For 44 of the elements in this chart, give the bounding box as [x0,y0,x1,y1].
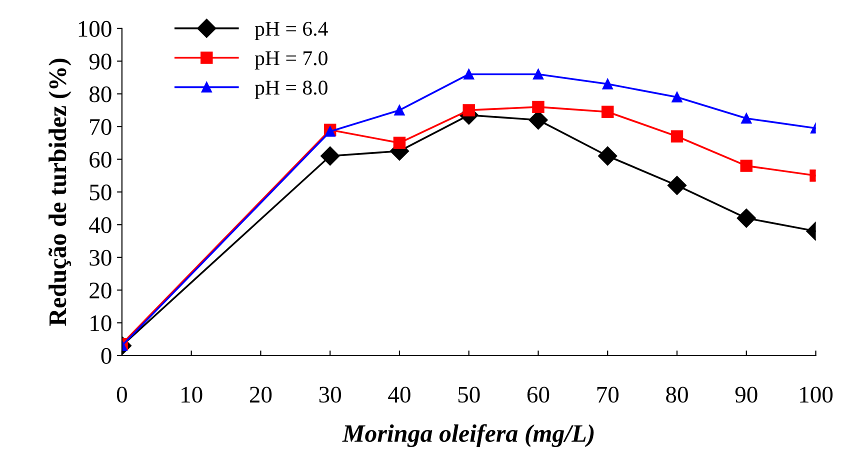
point [462,104,475,116]
y-axis-title: Redução de turbidez (%) [48,58,72,326]
legend-label: pH = 7.0 [254,51,328,70]
y-tick-label: 30 [90,250,112,266]
y-tick-label: 50 [90,184,112,200]
point [320,146,340,166]
x-tick-label: 10 [182,386,202,403]
y-tick-label: 100 [78,20,112,37]
x-tick-label: 30 [319,386,341,403]
y-tick-label: 60 [90,152,112,168]
point [324,126,336,137]
y-tick-label: 70 [90,119,112,135]
point [393,136,406,150]
point [464,68,474,80]
point [532,68,544,80]
y-tick-label: 80 [90,86,112,102]
point [741,113,752,124]
x-tick-label: 70 [597,386,619,403]
point [394,104,405,116]
y-tick-label: 10 [90,315,112,332]
x-tick-label: 40 [388,386,410,403]
point [736,208,756,228]
legend-label: pH = 8.0 [254,80,328,99]
point [532,100,544,114]
x-tick-label: 100 [800,386,833,403]
x-tick-label: 90 [735,386,758,403]
point [740,160,752,172]
y-tick-label: 20 [90,282,112,299]
x-tick-label: 80 [666,386,688,403]
point [602,78,613,90]
x-tick-label: 60 [527,386,550,403]
point [667,176,687,195]
point [670,130,684,142]
point [672,92,682,102]
point [602,106,614,118]
y-tick-label: 40 [89,217,112,234]
point [598,146,618,166]
x-axis-title: Moringa oleifera (mg/L) [342,424,594,448]
x-tick-label: 20 [250,386,272,403]
x-tick-label: 0 [116,386,127,403]
x-tick-label: 50 [458,386,480,403]
y-tick-label: 0 [101,348,112,364]
y-tick-label: 90 [89,54,112,70]
legend-label: pH = 6.4 [254,22,328,40]
